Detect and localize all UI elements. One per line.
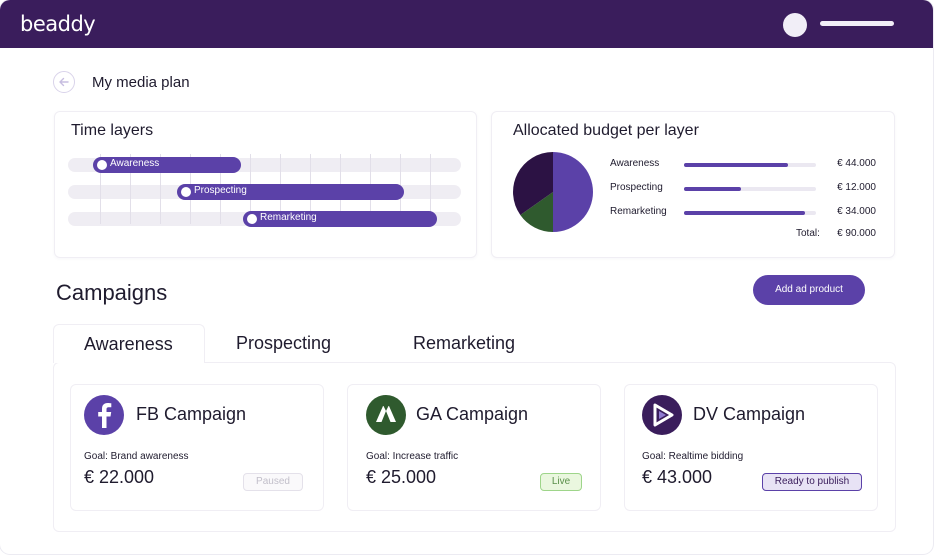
timeline-bar-label: Remarketing	[260, 212, 317, 223]
budget-bar-prospecting	[684, 187, 741, 191]
time-layers-card: Time layers Awareness Prospecting Remark…	[54, 111, 477, 258]
dv360-icon	[642, 395, 682, 435]
timeline-tick	[430, 154, 431, 224]
budget-track	[684, 211, 816, 215]
timeline-bar-label: Prospecting	[194, 185, 247, 196]
campaign-name: DV Campaign	[693, 404, 806, 424]
budget-total-value: € 90.000	[837, 228, 876, 239]
budget-bar-remarketing	[684, 211, 805, 215]
pie-slice-remarketing	[513, 152, 553, 215]
campaign-card-dv[interactable]: DV Campaign Goal: Realtime bidding € 43.…	[624, 384, 878, 511]
timeline-tick	[130, 154, 131, 224]
pie-slice-awareness	[553, 152, 593, 232]
campaign-budget: € 43.000	[642, 467, 713, 487]
budget-track	[684, 187, 816, 191]
campaign-budget: € 22.000	[84, 467, 155, 487]
facebook-icon	[84, 395, 124, 435]
arrow-left-icon	[59, 77, 69, 87]
timeline-bar-awareness[interactable]: Awareness	[93, 157, 241, 173]
top-bar: beaddy	[0, 0, 933, 48]
avatar[interactable]	[783, 13, 807, 37]
timeline-bar-prospecting[interactable]: Prospecting	[177, 184, 404, 200]
timeline-handle[interactable]	[181, 187, 191, 197]
campaign-goal: Goal: Increase traffic	[366, 451, 459, 462]
campaign-budget: € 25.000	[366, 467, 437, 487]
budget-pie-chart	[513, 152, 593, 232]
status-badge: Ready to publish	[762, 473, 862, 491]
timeline-handle[interactable]	[97, 160, 107, 170]
budget-label: Remarketing	[610, 206, 667, 217]
budget-label: Prospecting	[610, 182, 663, 193]
campaign-name: GA Campaign	[416, 404, 529, 424]
add-ad-product-button[interactable]: Add ad product	[753, 275, 865, 305]
budget-card: Allocated budget per layer Awareness € 4…	[491, 111, 895, 258]
time-layers-title: Time layers	[71, 122, 154, 139]
status-badge: Live	[540, 473, 582, 491]
back-button[interactable]	[53, 71, 75, 93]
timeline-tick	[100, 154, 101, 224]
pie-slice-prospecting	[520, 192, 553, 232]
timeline-bar-remarketing[interactable]: Remarketing	[243, 211, 437, 227]
tab-awareness[interactable]: Awareness	[53, 324, 205, 363]
timeline-bar-label: Awareness	[110, 158, 160, 169]
tab-remarketing[interactable]: Remarketing	[413, 333, 516, 353]
timeline-tick	[160, 154, 161, 224]
beaddy-logo[interactable]: beaddy	[20, 12, 96, 36]
budget-total-label: Total:	[796, 228, 820, 239]
campaign-goal: Goal: Brand awareness	[84, 451, 189, 462]
budget-label: Awareness	[610, 158, 660, 169]
timeline-handle[interactable]	[247, 214, 257, 224]
budget-title: Allocated budget per layer	[513, 122, 699, 139]
budget-value: € 34.000	[837, 206, 876, 217]
budget-bar-awareness	[684, 163, 788, 167]
campaigns-title: Campaigns	[56, 280, 168, 305]
campaign-card-ga[interactable]: GA Campaign Goal: Increase traffic € 25.…	[347, 384, 601, 511]
page-title: My media plan	[92, 74, 190, 91]
budget-value: € 44.000	[837, 158, 876, 169]
budget-value: € 12.000	[837, 182, 876, 193]
campaign-card-fb[interactable]: FB Campaign Goal: Brand awareness € 22.0…	[70, 384, 324, 511]
google-ads-icon	[366, 395, 406, 435]
campaign-name: FB Campaign	[136, 404, 247, 424]
user-menu[interactable]	[820, 21, 894, 26]
budget-track	[684, 163, 816, 167]
status-badge: Paused	[243, 473, 303, 491]
campaign-goal: Goal: Realtime bidding	[642, 451, 744, 462]
tab-prospecting[interactable]: Prospecting	[236, 333, 332, 353]
